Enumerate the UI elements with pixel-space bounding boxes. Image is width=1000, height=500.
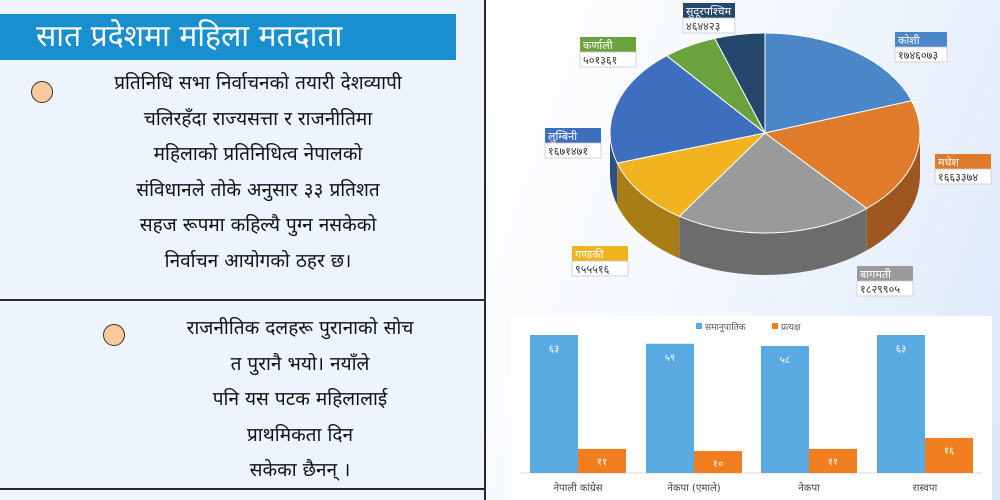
pie-slice-4 xyxy=(609,55,767,164)
pie-label-box-3 xyxy=(572,246,628,261)
pie-value-box-5 xyxy=(579,51,637,68)
paragraph-1-line: संविधानले तोके अनुसार ३३ प्रतिशत xyxy=(136,178,380,201)
pie-label-5: कर्णाली xyxy=(583,39,613,52)
pie-slice-2 xyxy=(678,132,868,234)
paragraph-2-line: त पुरानै भयो। नयाँले xyxy=(230,352,370,375)
bar-value-1-3: १६ xyxy=(944,446,954,457)
bullet-icon xyxy=(31,81,53,103)
section-divider xyxy=(0,488,486,490)
bar-0-1 xyxy=(646,343,694,473)
paragraph-1-line: सहज रूपमा कहिल्यै पुग्न नसकेको xyxy=(139,214,377,236)
bar-category-label-2: नेकपा xyxy=(798,482,820,494)
bar-value-0-2: ५८ xyxy=(780,355,790,366)
paragraph-1: प्रतिनिधि सभा निर्वाचनको तयारी देशव्यापी… xyxy=(58,66,458,279)
pie-value-4: १६७१४७१ xyxy=(548,145,588,158)
bar-0-2 xyxy=(761,345,809,473)
pie-side-3 xyxy=(617,163,680,259)
pie-label-box-2 xyxy=(857,266,913,281)
legend-swatch-1 xyxy=(772,323,778,329)
pie-value-1: १६६३३७४ xyxy=(938,171,978,184)
pie-slice-1 xyxy=(763,100,921,210)
bar-value-1-2: ११ xyxy=(828,457,838,468)
pie-value-6: ४६४४२३ xyxy=(686,20,720,33)
section-divider xyxy=(0,299,486,301)
bar-value-0-3: ६३ xyxy=(896,344,906,355)
bar-category-label-0: नेपाली कांग्रेस xyxy=(553,482,602,494)
pie-side-4 xyxy=(610,133,618,206)
pie-value-box-0 xyxy=(894,46,948,63)
bar-0-3 xyxy=(877,335,925,473)
legend-label-0: समानुपातिक xyxy=(705,321,747,333)
pie-label-1: मधेश xyxy=(938,156,959,169)
pie-label-box-0 xyxy=(895,32,947,47)
legend-swatch-0 xyxy=(696,323,702,329)
bar-1-0 xyxy=(578,448,626,473)
bar-0-0 xyxy=(530,335,578,473)
pie-value-box-1 xyxy=(934,168,992,185)
paragraph-2-line: सकेका छैनन् । xyxy=(249,459,351,481)
page-title: सात प्रदेशमा महिला मतदाता xyxy=(0,14,456,60)
pie-label-box-6 xyxy=(683,3,735,18)
paragraph-2: राजनीतिक दलहरू पुरानाको सोच त पुरानै भयो… xyxy=(140,311,460,489)
bar-1-2 xyxy=(809,448,857,473)
paragraph-1-line: निर्वाचन आयोगको ठहर छ। xyxy=(164,249,352,272)
pie-value-box-2 xyxy=(856,280,914,297)
pie-label-4: लुम्बिनी xyxy=(548,130,577,143)
paragraph-2-line: राजनीतिक दलहरू पुरानाको सोच xyxy=(186,317,414,339)
bar-value-1-0: ११ xyxy=(597,457,607,468)
bar-1-3 xyxy=(925,437,973,473)
pie-label-6: सुदूरपश्चिम xyxy=(686,5,732,19)
paragraph-2-line: प्राथमिकता दिन xyxy=(246,423,354,446)
pie-slice-0 xyxy=(764,32,913,134)
pie-value-3: ९५५५१६ xyxy=(575,263,610,276)
pie-value-5: ५०१३६१ xyxy=(583,54,617,67)
pie-value-box-4 xyxy=(544,142,602,159)
bullet-icon xyxy=(103,324,125,346)
bar-category-label-1: नेकपा (एमाले) xyxy=(667,482,720,494)
pie-slice-3 xyxy=(616,132,767,217)
legend-label-1: प्रत्यक्ष xyxy=(781,323,801,333)
paragraph-1-line: प्रतिनिधि सभा निर्वाचनको तयारी देशव्यापी xyxy=(114,72,402,94)
pie-label-box-4 xyxy=(545,128,601,143)
bar-value-1-1: १० xyxy=(713,459,723,470)
pie-label-box-5 xyxy=(580,37,636,52)
paragraph-1-line: चलिरहँदा राज्यसत्ता र राजनीतिमा xyxy=(143,107,373,130)
bar-value-0-0: ६३ xyxy=(549,344,559,355)
pie-value-0: १७४६०७३ xyxy=(898,49,938,62)
pie-value-box-3 xyxy=(571,260,629,277)
paragraph-1-line: महिलाको प्रतिनिधित्व नेपालको xyxy=(153,143,363,165)
pie-chart: कोशी १७४६०७३ मधेश १६६३३७४ बागमती १८२९९०५ गण्डक… xyxy=(544,3,992,297)
pie-value-box-6 xyxy=(682,17,736,34)
pie-side-1 xyxy=(866,133,920,251)
pie-label-3: गण्डकी xyxy=(575,248,604,261)
paragraph-2-line: पनि यस पटक महिलालाई xyxy=(212,388,388,410)
pie-label-0: कोशी xyxy=(898,34,920,47)
bar-1-1 xyxy=(694,451,742,473)
pie-label-2: बागमती xyxy=(860,268,891,281)
bar-category-label-3: रास्वपा xyxy=(913,483,938,494)
pie-label-box-1 xyxy=(935,154,991,169)
pie-slice-6 xyxy=(713,32,766,134)
pie-side-2 xyxy=(679,208,867,275)
pie-value-2: १८२९९०५ xyxy=(860,283,900,296)
bar-chart: समानुपातिक प्रत्यक्ष ६३ ११ नेपाली कांग्रेस ५९… xyxy=(511,316,992,500)
bar-value-0-1: ५९ xyxy=(665,353,675,364)
left-panel: सात प्रदेशमा महिला मतदाता प्रतिनिधि सभा … xyxy=(0,0,486,500)
